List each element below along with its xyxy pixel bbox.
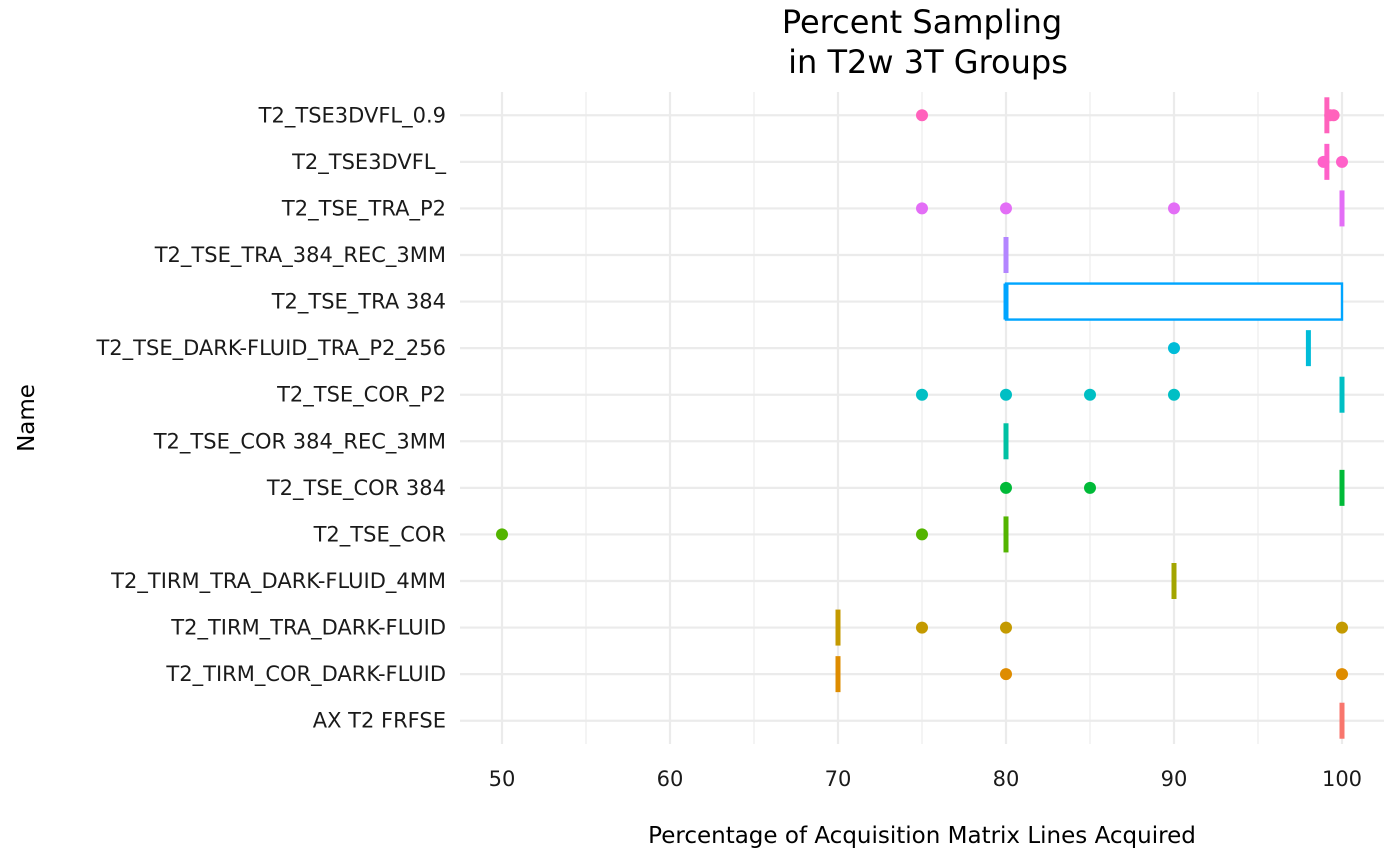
x-tick-label: 70 [825,767,852,791]
outlier-point [1000,202,1012,215]
outlier-point [916,202,928,215]
x-axis-labels: 50 60 70 80 90 100 [489,767,1362,791]
y-axis-title: Name [14,384,40,452]
outlier-point [1000,481,1012,494]
outlier-point [1168,388,1180,401]
y-tick-label: AX T2 FRFSE [313,709,446,733]
outlier-point [1084,481,1096,494]
y-tick-label: T2_TIRM_TRA_DARK-FLUID [170,616,446,641]
boxes [835,97,1345,739]
y-tick-label: T2_TSE_TRA_384_REC_3MM [154,243,446,268]
outlier-point [1336,155,1348,168]
y-tick-label: T2_TSE_TRA 384 [271,290,446,315]
outlier-point [1000,668,1012,681]
y-tick-label: T2_TSE3DVFL_0.9 [258,103,446,128]
x-tick-label: 80 [993,767,1020,791]
chart-title-line-1: Percent Sampling [782,3,1062,41]
box-rect [1004,282,1344,321]
outlier-point [1000,388,1012,401]
outlier-point [1168,202,1180,215]
y-tick-label: T2_TSE_COR 384 [266,476,446,501]
y-tick-label: T2_TSE_COR 384_REC_3MM [153,429,446,454]
outlier-point [916,109,928,122]
x-tick-label: 50 [489,767,516,791]
outlier-points [496,109,1348,681]
x-tick-label: 60 [657,767,684,791]
outlier-point [1336,668,1348,681]
outlier-point [1317,155,1330,168]
outlier-point [1327,109,1340,122]
y-tick-label: T2_TSE_COR_P2 [276,383,446,408]
outlier-point [496,528,508,541]
y-tick-label: T2_TSE3DVFL_ [291,150,446,175]
y-tick-label: T2_TSE_DARK-FLUID_TRA_P2_256 [95,336,446,361]
outlier-point [916,388,928,401]
y-tick-label: T2_TSE_TRA_P2 [281,196,446,221]
x-tick-label: 90 [1161,767,1188,791]
y-axis-labels: T2_TSE3DVFL_0.9 T2_TSE3DVFL_ T2_TSE_TRA_P2… [95,103,446,732]
y-tick-label: T2_TIRM_TRA_DARK-FLUID_4MM [110,569,446,594]
x-axis-title: Percentage of Acquisition Matrix Lines A… [648,823,1196,849]
grid [460,92,1384,744]
outlier-point [1084,388,1096,401]
outlier-point [1168,342,1180,355]
outlier-point [916,621,928,634]
chart-title-line-2: in T2w 3T Groups [788,43,1068,81]
outlier-point [1336,621,1348,634]
outlier-point [916,528,928,541]
y-tick-label: T2_TSE_COR [313,522,446,547]
y-tick-label: T2_TIRM_COR_DARK-FLUID [165,662,446,687]
outlier-point [1000,621,1012,634]
box-4 [1003,282,1344,321]
x-tick-label: 100 [1322,767,1362,791]
